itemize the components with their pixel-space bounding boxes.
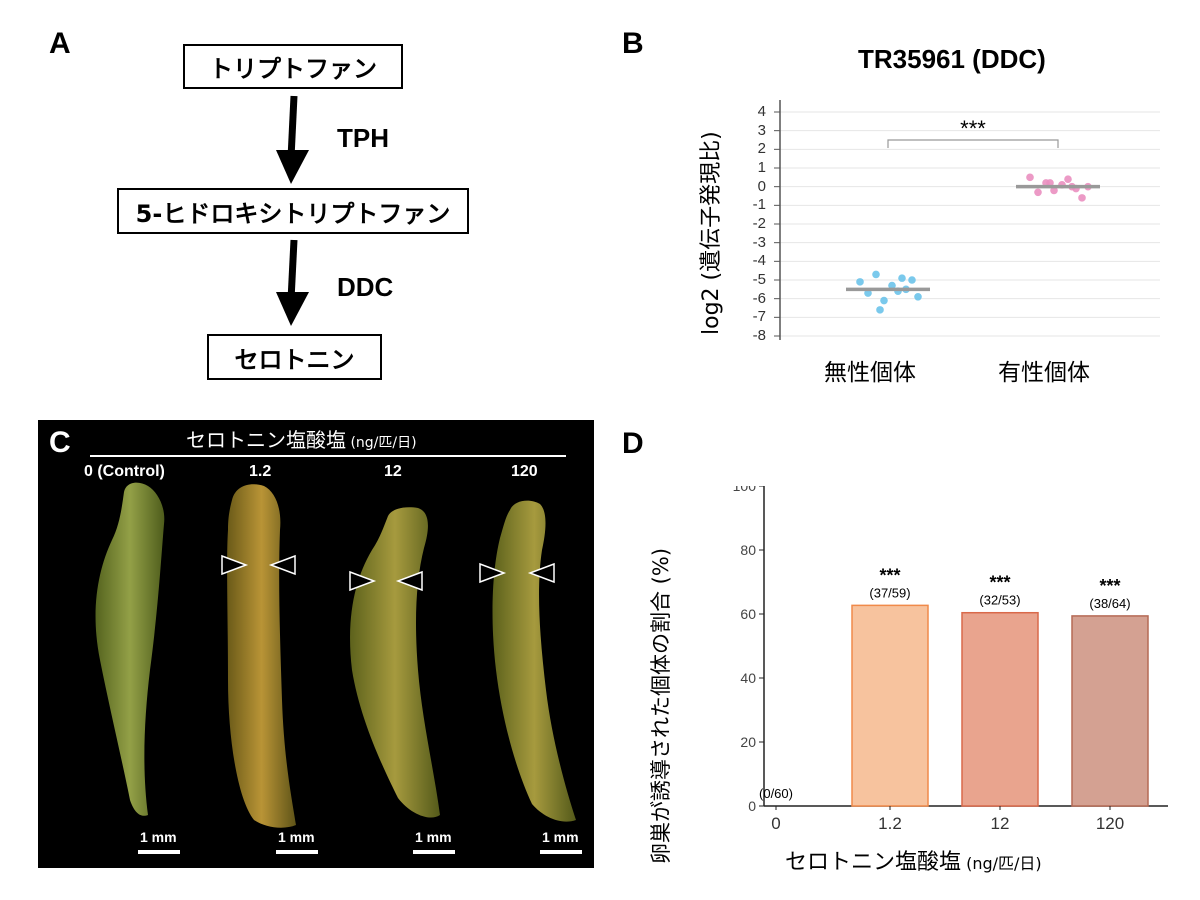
significance-bracket (887, 139, 1059, 148)
pathway-node-serotonin: セロトニン (207, 334, 382, 380)
asexual-point (888, 281, 896, 290)
panel-c-letter: C (49, 426, 71, 459)
scale-bar-label-4: 1 mm (542, 829, 579, 845)
bar-significance-stars: *** (879, 565, 900, 585)
y-tick-label: -1 (752, 196, 766, 214)
pathway-arrows (276, 95, 309, 326)
planarian-photo-panel: C セロトニン塩酸塩 (ng/匹/日) 0 (Control) 1.2 12 1… (38, 420, 594, 868)
y-tick-label: -7 (752, 308, 766, 326)
asexual-point (898, 274, 906, 282)
y-tick-label: -3 (752, 233, 766, 251)
y-tick-label: 0 (748, 798, 756, 811)
x-tick-label: 12 (990, 814, 1010, 833)
arrowhead-markers (221, 554, 555, 592)
chart-d-xlabel: セロトニン塩酸塩 (ng/匹/日) (785, 844, 1042, 876)
bar-significance-stars: *** (989, 573, 1010, 593)
chart-b-xlabel-sexual: 有性個体 (998, 360, 1090, 386)
asexual-point (856, 278, 864, 286)
planarian-control (95, 482, 165, 816)
sexual-point (1078, 194, 1086, 202)
pathway-arrow-1 (276, 95, 309, 184)
scale-bar-label-1: 1 mm (140, 829, 177, 845)
y-tick-label: 20 (740, 734, 756, 750)
significance-stars: *** (960, 116, 986, 141)
planarian-120 (492, 500, 576, 822)
y-tick-label: -6 (752, 289, 766, 307)
asexual-point (864, 289, 872, 297)
bar (1071, 615, 1149, 807)
bar-fraction-label: (37/59) (869, 585, 910, 600)
chart-d-xlabel-main: セロトニン塩酸塩 (785, 850, 962, 875)
asexual-point (876, 306, 884, 314)
dose-label-120: 120 (511, 463, 538, 480)
y-tick-label: 60 (740, 606, 756, 622)
sexual-point (1034, 188, 1042, 197)
photo-header: セロトニン塩酸塩 (ng/匹/日) (186, 424, 417, 453)
asexual-point (872, 270, 880, 279)
sexual-point (1026, 173, 1034, 182)
y-tick-label: 0 (757, 177, 766, 195)
enzyme-label-tph: TPH (337, 123, 389, 153)
y-tick-label: -5 (752, 271, 766, 288)
pathway-arrow-2 (276, 239, 309, 326)
panel-a-letter: A (49, 27, 71, 60)
chart-b-ylabel: log2 (遺伝子発現比) (699, 131, 724, 335)
bar (851, 604, 929, 807)
scale-bar-label-3: 1 mm (415, 829, 452, 845)
dose-label-12: 12 (384, 463, 402, 480)
panel-b-letter: B (622, 27, 644, 60)
y-tick-label: 1 (757, 159, 766, 176)
asexual-point (880, 296, 888, 305)
asexual-point (908, 276, 916, 284)
sexual-point (1064, 175, 1072, 183)
y-tick-label: 2 (757, 140, 766, 158)
sexual-point (1046, 179, 1054, 187)
photo-header-main: セロトニン塩酸塩 (186, 428, 346, 452)
y-tick-label: 80 (740, 542, 756, 558)
asexual-point (914, 293, 922, 301)
chart-b-yticks: 4 3 2 1 0 -1 -2 -3 -4 -5 -6 -7 -8 (740, 100, 770, 350)
y-tick-label: 4 (757, 103, 766, 120)
y-tick-label: 3 (757, 121, 766, 139)
photo-header-unit: (ng/匹/日) (350, 435, 417, 451)
chart-b-plot: *** (774, 100, 1160, 340)
sexual-point (1050, 186, 1058, 195)
panel-d-letter: D (622, 427, 644, 460)
x-tick-label: 0 (771, 814, 781, 833)
bar-fraction-label: (0/60) (759, 786, 793, 801)
scale-bar-label-2: 1 mm (278, 829, 315, 845)
bar (961, 611, 1039, 807)
chart-d-plot: 100806040200(0/60)(37/59)***(32/53)***(3… (733, 486, 1168, 811)
bar-significance-stars: *** (1099, 576, 1120, 596)
x-tick-label: 120 (1095, 814, 1125, 833)
y-tick-label: -2 (752, 215, 766, 232)
pathway-node-tryptophan: トリプトファン (183, 44, 403, 89)
chart-d-xlabel-unit: (ng/匹/日) (966, 854, 1042, 873)
planarian-photo (90, 455, 582, 854)
chart-d-ylabel: 卵巣が誘導された個体の割合 (%) (649, 547, 673, 864)
bar-fraction-label: (38/64) (1089, 596, 1130, 611)
bar-fraction-label: (32/53) (979, 593, 1020, 608)
y-tick-label: 100 (733, 486, 757, 494)
dose-label-0: 0 (Control) (84, 463, 165, 480)
x-tick-label: 1.2 (878, 814, 902, 833)
chart-b-xlabel-asexual: 無性個体 (824, 360, 916, 386)
dose-label-1-2: 1.2 (249, 463, 272, 480)
pathway-node-5htp: 5-ヒドロキシトリプトファン (117, 188, 469, 234)
y-tick-label: 40 (740, 670, 756, 686)
planarian-12 (350, 507, 440, 818)
y-tick-label: -4 (752, 252, 766, 270)
y-tick-label: -8 (752, 327, 766, 344)
chart-b-title: TR35961 (DDC) (858, 44, 1046, 74)
enzyme-label-ddc: DDC (337, 272, 394, 302)
planarian-1-2 (227, 484, 296, 828)
